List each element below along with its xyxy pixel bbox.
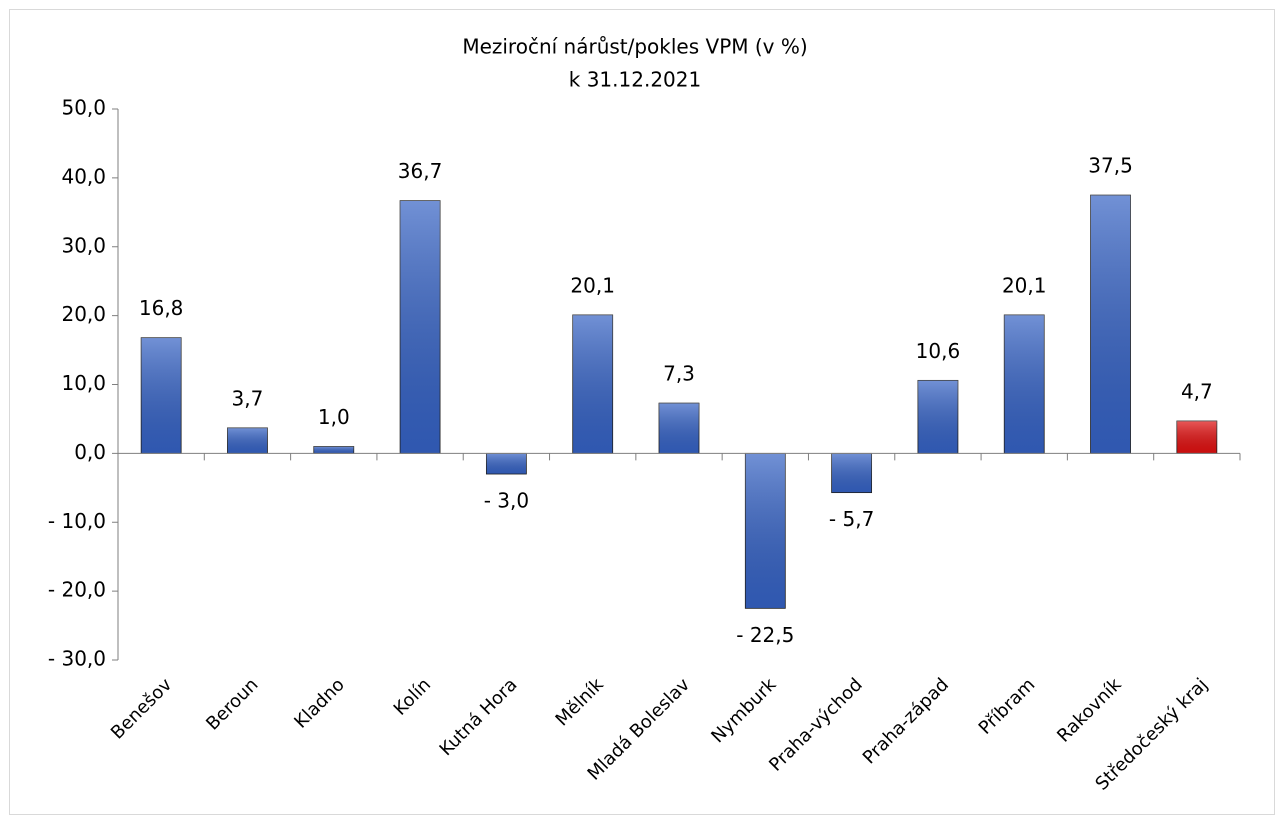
bar [399,200,441,454]
value-label: 3,7 [232,386,264,410]
chart-border [9,9,1275,815]
bar [313,446,355,454]
y-tick-label: 50,0 [61,96,106,120]
value-label: - 3,0 [484,489,529,513]
bar [140,337,182,454]
value-label: 1,0 [318,405,350,429]
chart-subtitle: k 31.12.2021 [569,68,701,92]
value-label: 10,6 [916,339,961,363]
value-label: 4,7 [1181,380,1213,404]
bar [917,379,959,454]
bar [1003,314,1045,454]
y-tick-label: 20,0 [61,302,106,326]
bar [831,452,873,494]
value-label: 16,8 [139,296,184,320]
bar [227,427,268,454]
y-tick-label: - 20,0 [48,578,106,602]
y-tick-label: - 10,0 [48,509,106,533]
chart-title: Meziroční nárůst/pokles VPM (v %) [462,35,807,59]
y-tick-label: 40,0 [61,164,106,188]
y-tick-label: 0,0 [74,440,106,464]
y-tick-label: - 30,0 [48,647,106,671]
y-tick-label: 30,0 [61,233,106,257]
value-label: - 5,7 [829,507,874,531]
bar [572,314,614,454]
bar [1090,194,1131,454]
y-tick-label: 10,0 [61,371,106,395]
bar [1176,420,1218,454]
value-label: 20,1 [1002,273,1047,297]
value-label: 36,7 [398,159,443,183]
bar [658,402,700,454]
value-label: - 22,5 [736,623,794,647]
value-label: 20,1 [570,273,615,297]
bar [744,452,786,609]
bar [485,452,527,475]
value-label: 37,5 [1088,154,1133,178]
value-label: 7,3 [663,362,695,386]
